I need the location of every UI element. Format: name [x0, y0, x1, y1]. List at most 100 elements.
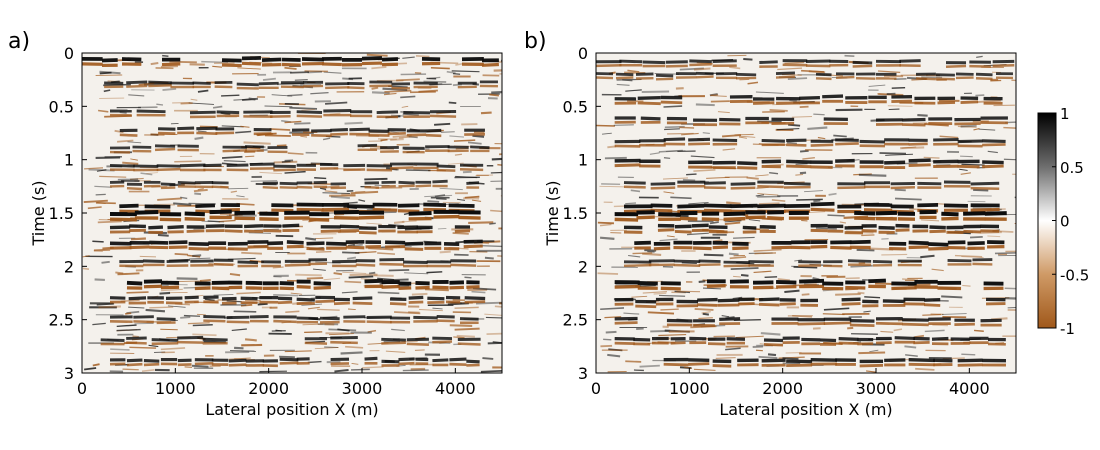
noise-wavelet [116, 328, 141, 332]
x-tick-label: 4000 [949, 379, 990, 398]
noise-wavelet [752, 345, 764, 349]
noise-wavelet [753, 270, 772, 274]
noise-wavelet [660, 308, 679, 311]
reflector-trough [228, 363, 247, 367]
noise-wavelet [377, 291, 400, 295]
noise-wavelet [122, 161, 139, 165]
reflector-peak [126, 358, 143, 363]
colorbar-tick-label: 1 [1060, 105, 1070, 123]
noise-wavelet [233, 310, 257, 313]
noise-wavelet [167, 305, 186, 308]
noise-wavelet [698, 280, 706, 283]
reflector-trough [992, 63, 1015, 68]
reflector-peak [133, 315, 154, 319]
noise-wavelet [162, 87, 177, 91]
reflector-peak [902, 117, 926, 122]
reflector-peak [237, 260, 259, 265]
reflector-peak [133, 164, 159, 168]
noise-wavelet [130, 237, 146, 241]
panel-b-x-axis-label: Lateral position X (m) [719, 400, 892, 419]
reflector-trough [347, 86, 365, 90]
reflector-peak [908, 358, 935, 363]
noise-wavelet [1014, 196, 1016, 199]
reflector-trough [161, 62, 181, 67]
reflector-peak [928, 242, 949, 247]
noise-wavelet [226, 214, 238, 217]
noise-wavelet [393, 220, 405, 224]
reflector-trough [835, 142, 859, 146]
reflector-trough [763, 343, 784, 347]
reflector-peak [397, 203, 420, 208]
noise-wavelet [319, 187, 327, 191]
noise-wavelet [628, 254, 641, 258]
noise-wavelet [307, 70, 323, 74]
noise-wavelet [941, 295, 963, 299]
noise-wavelet [795, 163, 808, 165]
reflector-peak [319, 316, 340, 321]
noise-wavelet [885, 153, 913, 156]
reflector-peak [730, 203, 758, 209]
reflector-peak [642, 60, 666, 65]
reflector-trough [432, 285, 449, 290]
reflector-peak [759, 297, 780, 302]
reflector-trough [596, 76, 614, 80]
noise-wavelet [489, 222, 496, 225]
noise-wavelet [92, 240, 104, 243]
noise-wavelet [236, 195, 245, 198]
x-tick-label: 3000 [856, 379, 897, 398]
noise-wavelet [755, 91, 784, 94]
x-tick-label: 1000 [155, 379, 196, 398]
reflector-trough [277, 300, 293, 305]
noise-wavelet [710, 95, 727, 97]
reflector-peak [282, 223, 300, 228]
reflector-trough [791, 245, 811, 250]
reflector-peak [236, 82, 259, 87]
reflector-trough [908, 163, 931, 167]
noise-wavelet [597, 272, 619, 275]
reflector-trough [982, 143, 1006, 147]
reflector-peak [982, 139, 1006, 144]
reflector-peak [306, 241, 325, 246]
noise-wavelet [324, 190, 338, 193]
noise-wavelet [464, 276, 472, 279]
y-tick-label: 2 [578, 257, 588, 276]
reflector-peak [819, 338, 837, 343]
noise-wavelet [987, 150, 998, 154]
reflector-trough [415, 184, 432, 188]
reflector-peak [404, 241, 424, 246]
noise-wavelet [201, 220, 225, 223]
noise-wavelet [959, 168, 968, 171]
noise-wavelet [764, 276, 778, 279]
reflector-peak [352, 296, 373, 301]
x-tick-label: 0 [591, 379, 601, 398]
reflector-peak [623, 181, 646, 185]
noise-wavelet [125, 312, 132, 315]
noise-wavelet [739, 135, 756, 138]
noise-wavelet [815, 227, 837, 230]
noise-wavelet [813, 199, 821, 203]
reflector-trough [222, 149, 247, 153]
reflector-peak [786, 159, 812, 164]
noise-wavelet [250, 179, 278, 182]
reflector-peak [326, 241, 347, 246]
reflector-trough [982, 164, 1004, 169]
reflector-peak [166, 259, 189, 264]
noise-wavelet [150, 62, 159, 66]
reflector-peak [810, 357, 838, 362]
noise-wavelet [96, 202, 106, 205]
reflector-peak [177, 180, 196, 185]
reflector-trough [429, 114, 457, 118]
noise-wavelet [148, 344, 159, 348]
reflector-trough [670, 341, 686, 345]
noise-wavelet [973, 128, 980, 131]
noise-wavelet [649, 152, 660, 155]
noise-wavelet [694, 308, 714, 311]
reflector-peak [970, 181, 1000, 186]
noise-wavelet [130, 177, 144, 181]
noise-wavelet [729, 256, 747, 260]
noise-wavelet [97, 220, 122, 224]
reflector-trough [466, 285, 480, 289]
noise-wavelet [449, 324, 473, 327]
noise-wavelet [679, 126, 695, 129]
noise-wavelet [479, 244, 502, 248]
